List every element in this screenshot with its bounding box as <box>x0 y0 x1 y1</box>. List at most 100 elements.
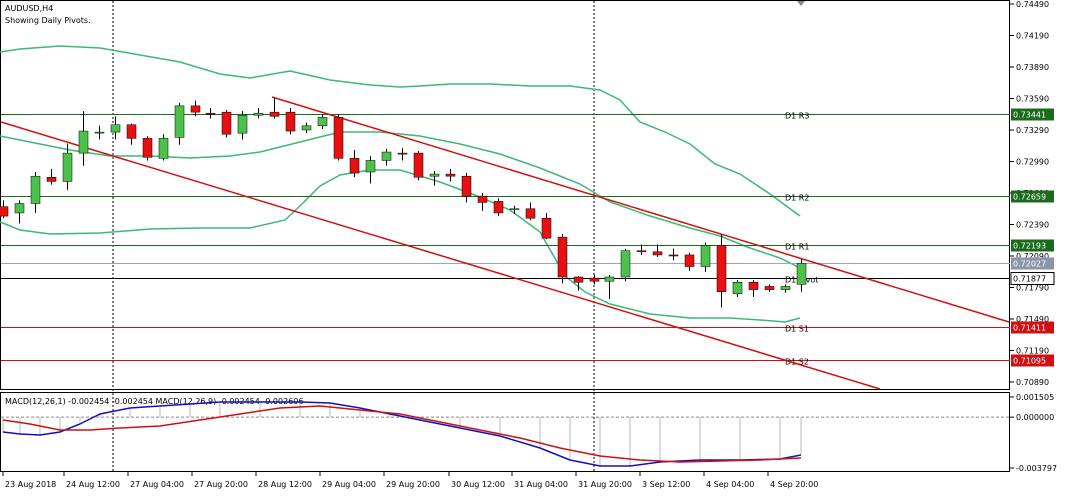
candle-body <box>445 173 456 177</box>
time-tick-label: 30 Aug 12:00 <box>451 480 505 489</box>
macd-tick-label: -0.003797 <box>1016 464 1057 473</box>
price-tag-label: 0.72193 <box>1013 242 1046 251</box>
candle-body <box>253 112 264 116</box>
time-tick-label: 4 Sep 04:00 <box>706 480 754 489</box>
candle-body <box>0 206 9 217</box>
time-tick-label: 24 Aug 12:00 <box>66 480 120 489</box>
candle-body <box>620 250 631 278</box>
candle-body <box>589 277 600 282</box>
macd-line <box>2 401 802 467</box>
price-tick-label: 0.71790 <box>1016 284 1049 293</box>
candle-body <box>30 175 41 204</box>
price-tag <box>1011 190 1054 203</box>
time-tick-label: 29 Aug 04:00 <box>322 480 376 489</box>
candle-body <box>110 124 121 133</box>
candle-body <box>477 195 488 203</box>
time-tick-label: 31 Aug 04:00 <box>514 480 568 489</box>
price-tag-label: 0.71095 <box>1013 357 1046 366</box>
channel-lower-line <box>0 121 881 390</box>
price-tag-label: 0.73441 <box>1013 111 1046 120</box>
candle-body <box>716 245 727 292</box>
macd-tick-label: 0.001505 <box>1016 393 1054 402</box>
candle-body <box>748 282 759 290</box>
candle-body <box>668 254 679 257</box>
price-tag-label: 0.72027 <box>1013 260 1046 269</box>
price-tag <box>1010 272 1055 285</box>
macd-panel-frame <box>0 392 1010 472</box>
candle-body <box>142 138 153 158</box>
price-tick-label: 0.74490 <box>1016 0 1049 9</box>
time-tick-label: 27 Aug 04:00 <box>130 480 184 489</box>
candle-body <box>493 201 504 214</box>
symbol-title: AUDUSD,H4 <box>5 4 53 13</box>
price-tick-label: 0.72090 <box>1016 252 1049 261</box>
candle-body <box>237 115 248 134</box>
price-tag-label: 0.71877 <box>1013 275 1046 284</box>
middle-band-line <box>0 131 801 269</box>
candle-body <box>684 254 695 267</box>
candle-body <box>333 117 344 159</box>
macd-signal-line <box>2 405 802 463</box>
price-tag <box>1011 354 1054 367</box>
pivot-level-label: D1 R3 <box>785 112 809 121</box>
candle-body <box>78 130 89 154</box>
candle-body <box>796 263 807 285</box>
price-tag <box>1011 108 1054 121</box>
price-tick-label: 0.71490 <box>1016 315 1049 324</box>
candle-body <box>174 105 185 138</box>
scroll-marker-icon[interactable] <box>797 1 805 6</box>
price-tag-label: 0.72659 <box>1013 193 1046 202</box>
price-tick-label: 0.73890 <box>1016 63 1049 72</box>
candle-body <box>365 160 376 173</box>
time-tick-label: 27 Aug 20:00 <box>194 480 248 489</box>
candle-body <box>46 177 57 182</box>
candle-body <box>525 208 536 219</box>
candle-body <box>429 173 440 177</box>
candle-body <box>652 251 663 256</box>
candle-body <box>301 125 312 131</box>
pivot-level-label: D1 S1 <box>785 325 809 334</box>
price-tick-label: 0.72990 <box>1016 158 1049 167</box>
time-tick-label: 23 Aug 2018 <box>5 480 56 489</box>
candle-body <box>461 175 472 197</box>
candle-body <box>636 250 647 253</box>
candle-body <box>126 124 137 139</box>
candle-body <box>381 151 392 161</box>
candle-body <box>604 276 615 282</box>
candle-body <box>285 111 296 132</box>
candle-body <box>94 131 105 134</box>
candle-body <box>221 111 232 135</box>
macd-header: MACD(12,26,1) -0.002454 -0.002454 MACD(1… <box>5 397 303 406</box>
pivot-level-label: D1 S2 <box>785 358 809 367</box>
price-tick-label: 0.70890 <box>1016 378 1049 387</box>
time-tick-label: 3 Sep 12:00 <box>642 480 690 489</box>
time-tick-label: 4 Sep 20:00 <box>770 480 818 489</box>
price-tag <box>1011 321 1054 334</box>
price-tick-label: 0.71190 <box>1016 347 1049 356</box>
candle-body <box>732 282 743 295</box>
pivot-level-label: D1 R2 <box>785 194 809 203</box>
candle-body <box>269 111 280 117</box>
channel-upper-line <box>271 96 1010 323</box>
candle-body <box>14 203 25 214</box>
candle-body <box>317 117 328 127</box>
pivot-level-label: D1 R1 <box>785 243 809 252</box>
price-tick-label: 0.73590 <box>1016 95 1049 104</box>
price-tick-label: 0.72390 <box>1016 221 1049 230</box>
price-panel-frame <box>0 0 1010 390</box>
candle-body <box>205 112 216 115</box>
pivot-subtitle: Showing Daily Pivots. <box>5 16 91 25</box>
candle-body <box>573 276 584 283</box>
candle-body <box>349 158 360 174</box>
candle-body <box>413 152 424 178</box>
candle-body <box>158 138 169 159</box>
price-tick-label: 0.73290 <box>1016 126 1049 135</box>
time-tick-label: 28 Aug 12:00 <box>258 480 312 489</box>
candle-body <box>509 208 520 211</box>
time-tick-label: 29 Aug 20:00 <box>386 480 440 489</box>
candle-body <box>700 245 711 267</box>
candle-body <box>764 286 775 290</box>
price-tag-label: 0.71411 <box>1013 324 1046 333</box>
candle-body <box>541 217 552 239</box>
